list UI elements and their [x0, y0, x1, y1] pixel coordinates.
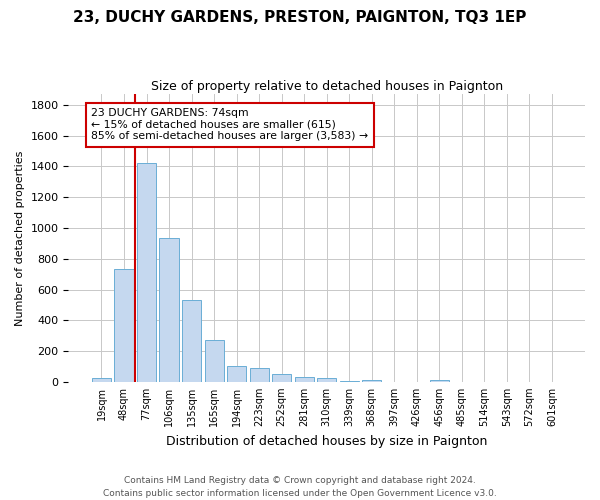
Bar [250, 368, 269, 382]
Text: Contains HM Land Registry data © Crown copyright and database right 2024.
Contai: Contains HM Land Registry data © Crown c… [103, 476, 497, 498]
Bar [137, 162, 156, 382]
X-axis label: Distribution of detached houses by size in Paignton: Distribution of detached houses by size … [166, 434, 487, 448]
Text: 23 DUCHY GARDENS: 74sqm
← 15% of detached houses are smaller (615)
85% of semi-d: 23 DUCHY GARDENS: 74sqm ← 15% of detache… [91, 108, 368, 141]
Bar [362, 380, 382, 382]
Text: 23, DUCHY GARDENS, PRESTON, PAIGNTON, TQ3 1EP: 23, DUCHY GARDENS, PRESTON, PAIGNTON, TQ… [73, 10, 527, 25]
Bar [205, 340, 224, 382]
Title: Size of property relative to detached houses in Paignton: Size of property relative to detached ho… [151, 80, 503, 93]
Bar [182, 300, 201, 382]
Bar [272, 374, 291, 382]
Bar [115, 268, 134, 382]
Bar [340, 381, 359, 382]
Bar [430, 380, 449, 382]
Bar [295, 377, 314, 382]
Y-axis label: Number of detached properties: Number of detached properties [15, 150, 25, 326]
Bar [227, 366, 246, 382]
Bar [92, 378, 111, 382]
Bar [317, 378, 336, 382]
Bar [160, 238, 179, 382]
